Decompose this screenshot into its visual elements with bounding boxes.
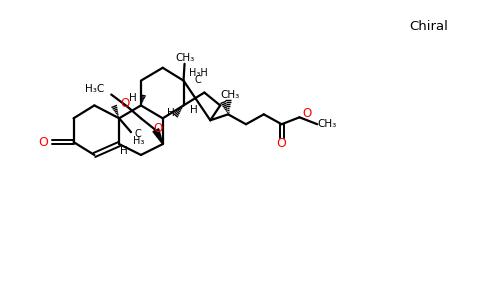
Text: H₃: H₃: [133, 136, 145, 146]
Text: C: C: [135, 129, 141, 139]
Text: H₃H: H₃H: [189, 68, 208, 78]
Text: H: H: [190, 105, 197, 116]
Text: O: O: [38, 136, 48, 148]
Text: Chiral: Chiral: [409, 20, 448, 33]
Text: CH₃: CH₃: [318, 119, 337, 129]
Text: CH₃: CH₃: [221, 89, 240, 100]
Text: H: H: [120, 146, 128, 156]
Text: H₃C: H₃C: [85, 84, 104, 94]
Text: O: O: [302, 107, 312, 120]
Text: C: C: [194, 75, 201, 85]
Text: O: O: [153, 122, 163, 135]
Text: CH₃: CH₃: [175, 53, 194, 63]
Text: O: O: [121, 97, 130, 110]
Text: H: H: [129, 94, 137, 103]
Text: O: O: [277, 136, 287, 150]
Text: H: H: [167, 108, 175, 118]
Polygon shape: [153, 129, 163, 144]
